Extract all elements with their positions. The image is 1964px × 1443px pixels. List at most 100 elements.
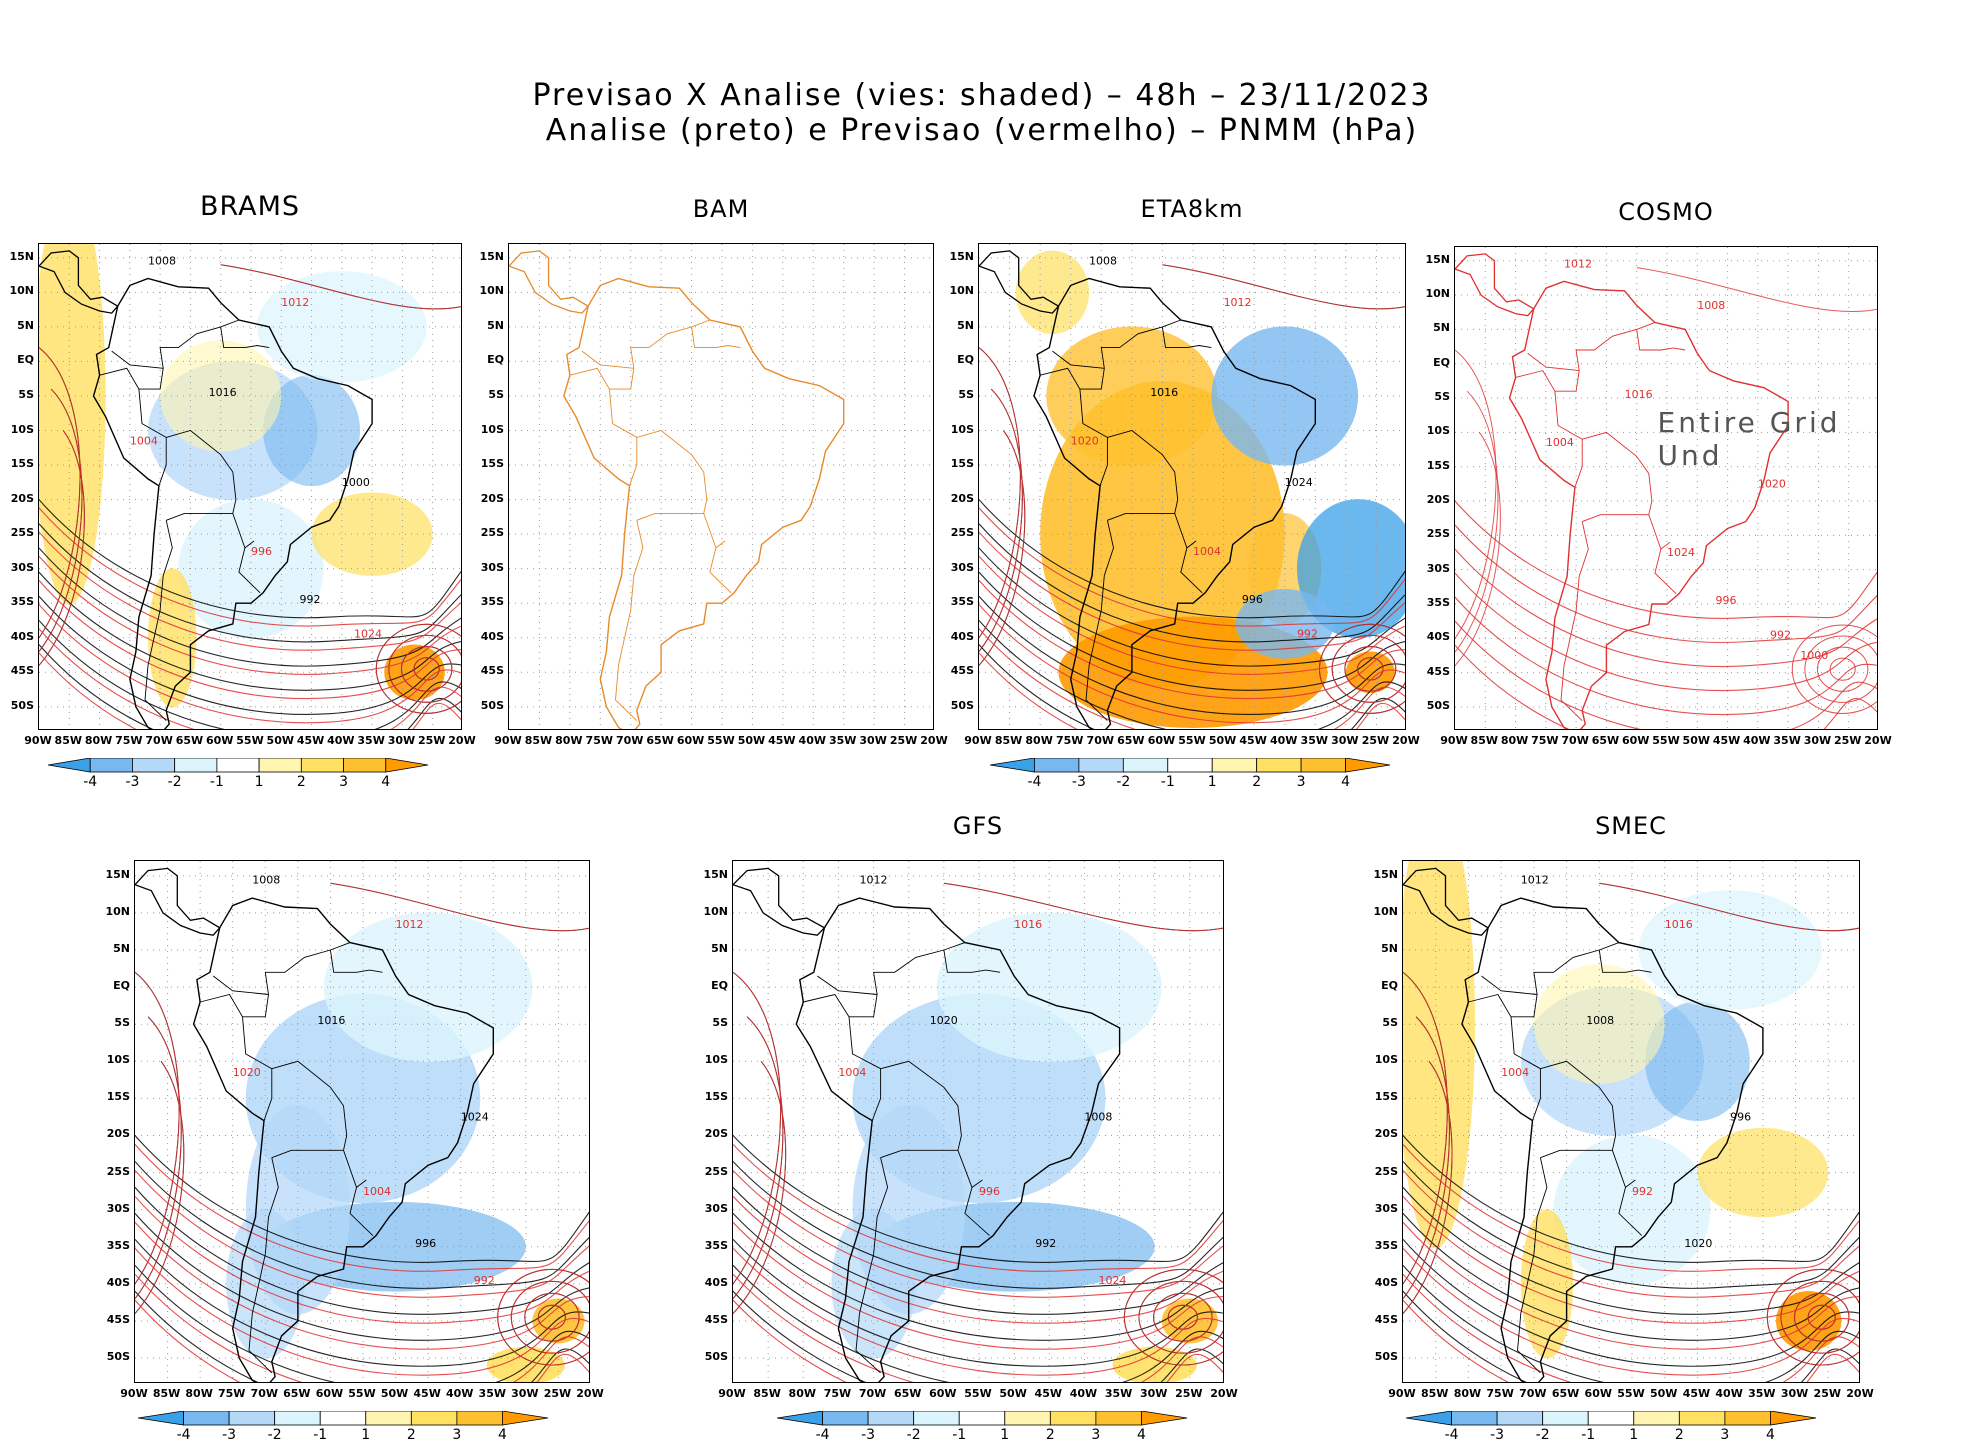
isobar-contour (979, 531, 1405, 651)
lat-tick-label: 50S (106, 1350, 130, 1364)
colorbar-label: 3 (1091, 1427, 1101, 1443)
isobar-contour (39, 604, 461, 724)
country-border (329, 949, 383, 973)
lon-tick-label: 50W (999, 1387, 1027, 1400)
colorbar-segment (258, 758, 302, 773)
low-pressure-contour (510, 1280, 589, 1354)
colorbar-segment (456, 1411, 503, 1426)
isobar-contour (1162, 264, 1405, 310)
isobar-contour (135, 1169, 589, 1298)
lon-tick-label: 80W (1453, 1387, 1482, 1400)
coastline (563, 277, 845, 729)
map-svg: 1008 1012 1016 1020 1024 1004 996 992 (979, 244, 1405, 729)
panel-title-eta8km: ETA8km (1140, 195, 1244, 223)
contour-label: 1004 (1193, 545, 1221, 558)
contour-label: 996 (1730, 1111, 1751, 1124)
lat-tick-label: 40S (106, 1275, 130, 1289)
country-border (144, 520, 173, 721)
lat-tick-label: 25S (10, 526, 34, 540)
lon-tick-label: 55W (1617, 1387, 1645, 1400)
lat-tick-label: 25S (1374, 1164, 1398, 1178)
contour-label: 1024 (461, 1111, 489, 1124)
country-border (964, 1187, 990, 1236)
lat-tick-label: EQ (957, 353, 974, 367)
lat-tick-label: 45S (950, 664, 974, 678)
isobar-contour (979, 388, 1023, 652)
colorbar (990, 758, 1391, 773)
lon-tick-label: 65W (175, 734, 204, 747)
country-border (99, 367, 140, 390)
colorbar-label: 2 (1674, 1427, 1684, 1443)
panel-title-gfs: GFS (952, 812, 1004, 840)
country-border (271, 1060, 348, 1136)
isobar-contour (979, 652, 1405, 729)
contour-label: 996 (251, 545, 272, 558)
contour-label: 1008 (1586, 1014, 1614, 1027)
contour-label: 1004 (1501, 1066, 1529, 1079)
country-border (1510, 942, 1620, 1121)
lat-tick-label: 45S (1374, 1312, 1398, 1326)
isobar-contour (733, 1195, 1223, 1324)
low-pressure-contour (1807, 1304, 1836, 1330)
lat-tick-label: 10S (106, 1053, 130, 1067)
lon-tick-label: 30W (1803, 734, 1832, 747)
colorbar-label: 4 (381, 774, 391, 790)
panel-smec: 1012 1016 1008 1004 996 992 1020 15N 10N 5N EQ 5S 10… (1373, 812, 1873, 1443)
lat-tick-label: 25S (1426, 527, 1450, 541)
lat-tick-label: EQ (113, 979, 130, 993)
low-pressure-contour (1780, 1280, 1859, 1354)
lon-tick-label: 25W (1175, 1387, 1203, 1400)
panel-unnamed: 1008 1012 1016 1020 1024 1004 996 992 15N 10N 5N EQ… (105, 860, 604, 1443)
lat-tick-label: 40S (950, 629, 974, 643)
lat-tick-label: 15S (1426, 458, 1450, 472)
lon-tick-label: 50W (1208, 734, 1237, 747)
isobar-contour (39, 430, 85, 666)
country-border (608, 319, 710, 486)
lat-tick-label: 15S (480, 457, 504, 471)
isobar-contour (1403, 1221, 1859, 1350)
lon-tick-label: 85W (1470, 734, 1498, 747)
lon-tick-label: 45W (1239, 734, 1267, 747)
contour-label: 1004 (1546, 436, 1574, 449)
lat-tick-label: 10N (703, 904, 728, 918)
lat-tick-label: 50S (704, 1350, 728, 1364)
isobar-contour (135, 1238, 589, 1367)
lon-tick-label: 65W (1551, 1387, 1580, 1400)
lon-tick-label: 45W (1682, 1387, 1711, 1400)
isobar-contour (1403, 1016, 1450, 1299)
isobar-contour (39, 388, 83, 652)
lon-tick-label: 20W (1864, 734, 1892, 747)
isobar-contour (1403, 1187, 1859, 1315)
lon-tick-label: 60W (1584, 1387, 1612, 1400)
lon-tick-label: 75W (823, 1387, 852, 1400)
isobar-contour (39, 620, 461, 729)
map-svg: 1012 1016 1020 1004 1008 996 992 1024 (733, 861, 1223, 1382)
colorbar-segment (343, 758, 387, 773)
country-border (1618, 1187, 1643, 1236)
lat-tick-label: EQ (17, 353, 34, 367)
lon-tick-label: 40W (1715, 1387, 1743, 1400)
lon-tick-label: 25W (543, 1387, 572, 1400)
panel-title-bam: BAM (692, 195, 750, 223)
country-border (1039, 367, 1081, 390)
colorbar-label: 4 (1341, 774, 1350, 790)
lat-tick-label: 5S (488, 387, 504, 401)
colorbar-segment (1587, 1411, 1635, 1426)
lon-tick-label: 25W (889, 734, 918, 747)
low-pressure-contour (375, 623, 461, 714)
colorbar-segment (216, 758, 260, 773)
contour-label: 1016 (317, 1014, 345, 1027)
isobar-contour (39, 507, 461, 627)
isobar-contour (330, 882, 589, 932)
colorbar-label: -4 (83, 774, 98, 790)
colorbar-segment (1256, 758, 1302, 773)
isobar-contour (1403, 1144, 1859, 1272)
lat-tick-label: 10S (1374, 1053, 1398, 1067)
colorbar-label: -2 (1535, 1427, 1550, 1443)
colorbar-segment (319, 1411, 367, 1426)
colorbar-label: -1 (1160, 774, 1175, 790)
lat-tick-label: 25S (480, 526, 504, 540)
colorbar-segment (1095, 1411, 1142, 1426)
colorbar-segment (274, 1411, 321, 1426)
isobar-contour (1455, 620, 1877, 729)
